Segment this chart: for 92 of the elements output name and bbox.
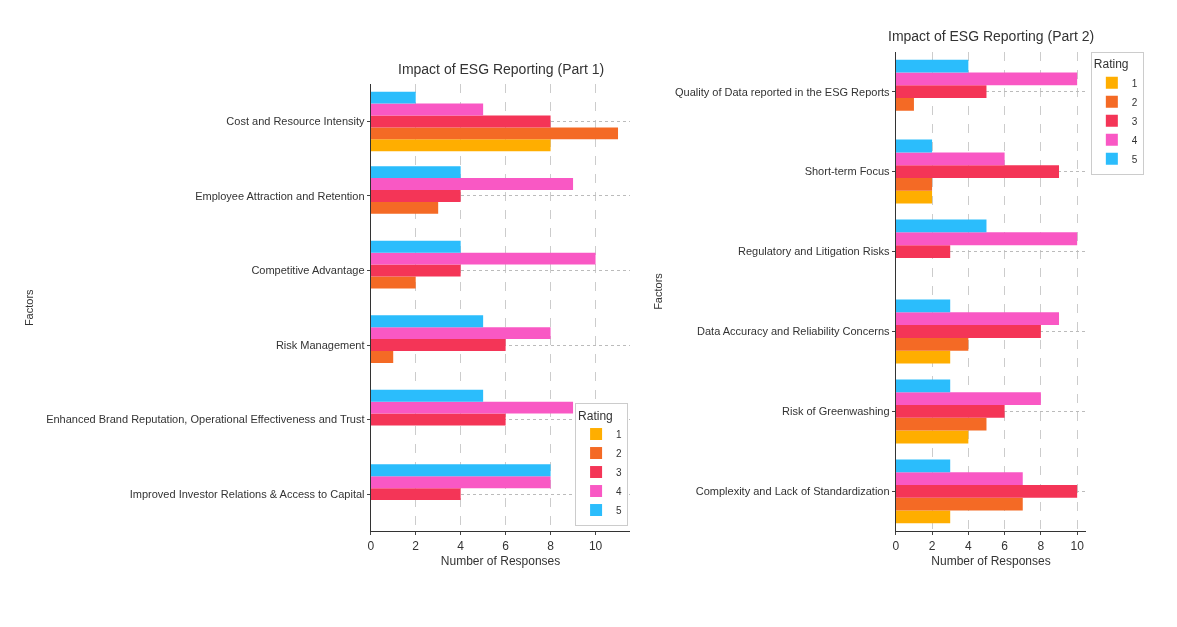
bar	[370, 476, 551, 489]
y-tick-label: Enhanced Brand Reputation, Operational Effectiveness and Trust	[46, 413, 365, 426]
bar	[370, 139, 551, 152]
bar	[895, 139, 933, 153]
bar	[370, 166, 461, 179]
x-tick-label: 6	[1001, 538, 1009, 553]
x-axis-title: Number of Responses	[931, 553, 1051, 568]
bar	[370, 103, 484, 116]
y-axis-title: Factors	[22, 288, 35, 327]
y-tick-label: Risk of Greenwashing	[782, 405, 890, 418]
x-tick-label: 10	[1070, 538, 1085, 553]
bar	[895, 510, 951, 524]
bar	[370, 240, 461, 253]
bar	[895, 430, 969, 444]
legend-label: 5	[616, 504, 623, 516]
x-tick-label: 2	[412, 538, 420, 553]
legend-label: 1	[1131, 77, 1138, 89]
bar	[370, 351, 394, 363]
bar	[370, 252, 596, 265]
bar	[370, 201, 439, 214]
legend-label: 3	[616, 466, 623, 478]
bar	[370, 264, 461, 277]
bar	[895, 299, 951, 313]
y-tick-label: Regulatory and Litigation Risks	[737, 245, 891, 258]
bar	[895, 459, 951, 473]
bar	[895, 177, 933, 191]
legend-label: 1	[616, 428, 623, 440]
chart-title: Impact of ESG Reporting (Part 1)	[398, 61, 605, 77]
bar	[370, 413, 506, 426]
y-tick-label: Quality of Data reported in the ESG Reports	[675, 85, 891, 98]
bar	[895, 72, 1078, 86]
y-tick-label: Employee Attraction and Retention	[195, 189, 365, 202]
y-tick-label: Improved Investor Relations & Access to Capital	[129, 487, 365, 500]
bar	[370, 389, 484, 402]
bar	[895, 392, 1041, 406]
bar	[370, 127, 619, 140]
bar	[895, 232, 1078, 246]
bar	[370, 115, 551, 128]
bar	[895, 350, 951, 364]
x-tick-label: 2	[928, 538, 936, 553]
x-tick-label: 6	[502, 538, 510, 553]
y-tick-label: Short-term Focus	[804, 165, 891, 178]
bar	[370, 276, 416, 289]
bar	[895, 497, 1023, 511]
bar	[895, 85, 987, 99]
legend-label: 3	[1131, 115, 1138, 127]
bar	[895, 312, 1060, 326]
bar	[895, 165, 1060, 178]
x-tick-label: 4	[965, 538, 973, 553]
bar	[895, 152, 1005, 166]
bar	[370, 327, 551, 340]
bar	[895, 405, 1005, 418]
x-tick-label: 0	[892, 538, 900, 553]
legend-title: Rating	[578, 408, 613, 423]
bar	[895, 417, 987, 431]
bar	[370, 339, 506, 351]
y-tick-label: Risk Management	[275, 338, 365, 351]
bar	[370, 488, 461, 501]
bar	[370, 190, 461, 202]
bar	[370, 464, 551, 477]
x-tick-label: 10	[588, 538, 603, 553]
x-tick-label: 8	[547, 538, 555, 553]
bar	[895, 325, 1041, 338]
bar	[895, 59, 969, 73]
bar	[370, 178, 574, 191]
y-tick-label: Competitive Advantage	[251, 264, 365, 277]
y-tick-label: Data Accuracy and Reliability Concerns	[697, 325, 891, 338]
legend-title: Rating	[1093, 57, 1129, 72]
bar	[895, 472, 1023, 485]
chart-title: Impact of ESG Reporting (Part 2)	[888, 28, 1095, 44]
bar	[895, 219, 987, 233]
bar	[895, 484, 1078, 498]
bar	[895, 98, 914, 111]
bar	[370, 401, 574, 414]
y-axis-title: Factors	[651, 272, 664, 310]
x-tick-label: 0	[367, 538, 375, 553]
bar	[370, 315, 484, 328]
bar	[895, 245, 951, 258]
legend-label: 4	[1131, 134, 1138, 146]
y-tick-label: Complexity and Lack of Standardization	[695, 485, 890, 498]
bar	[895, 379, 951, 393]
bar	[370, 91, 416, 104]
x-tick-label: 4	[457, 538, 465, 553]
bar	[895, 190, 933, 204]
bar	[895, 337, 969, 351]
legend-label: 4	[616, 485, 623, 497]
legend-label: 2	[616, 447, 623, 459]
x-axis-title: Number of Responses	[440, 553, 561, 568]
legend-label: 5	[1131, 153, 1138, 165]
x-tick-label: 8	[1037, 538, 1045, 553]
legend-label: 2	[1131, 96, 1138, 108]
y-tick-label: Cost and Resource Intensity	[226, 115, 366, 128]
